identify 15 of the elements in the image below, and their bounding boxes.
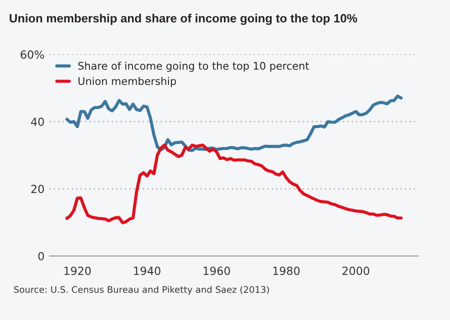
- line-series: [65, 144, 403, 224]
- y-tick-label: 20: [31, 184, 44, 194]
- legend-label: Share of income going to the top 10 percent: [78, 62, 309, 72]
- y-tick-label: 40: [31, 118, 44, 126]
- x-tick-label: 1940: [134, 266, 160, 276]
- x-tick-label: 1980: [273, 266, 300, 276]
- x-tick-label: 2000: [342, 266, 370, 276]
- legend-label: Union membership: [78, 76, 176, 88]
- source-note: Source: U.S. Census Bureau and Piketty and Saez (2013): [14, 286, 269, 295]
- chart-title: Union membership and share of income going to the top 10%: [10, 14, 358, 25]
- line-series: [65, 94, 403, 152]
- x-tick-label: 1960: [204, 266, 230, 276]
- x-tick-label: 1920: [64, 266, 91, 276]
- y-tick-label: 60%: [20, 50, 44, 59]
- y-tick-label: 0: [38, 252, 44, 260]
